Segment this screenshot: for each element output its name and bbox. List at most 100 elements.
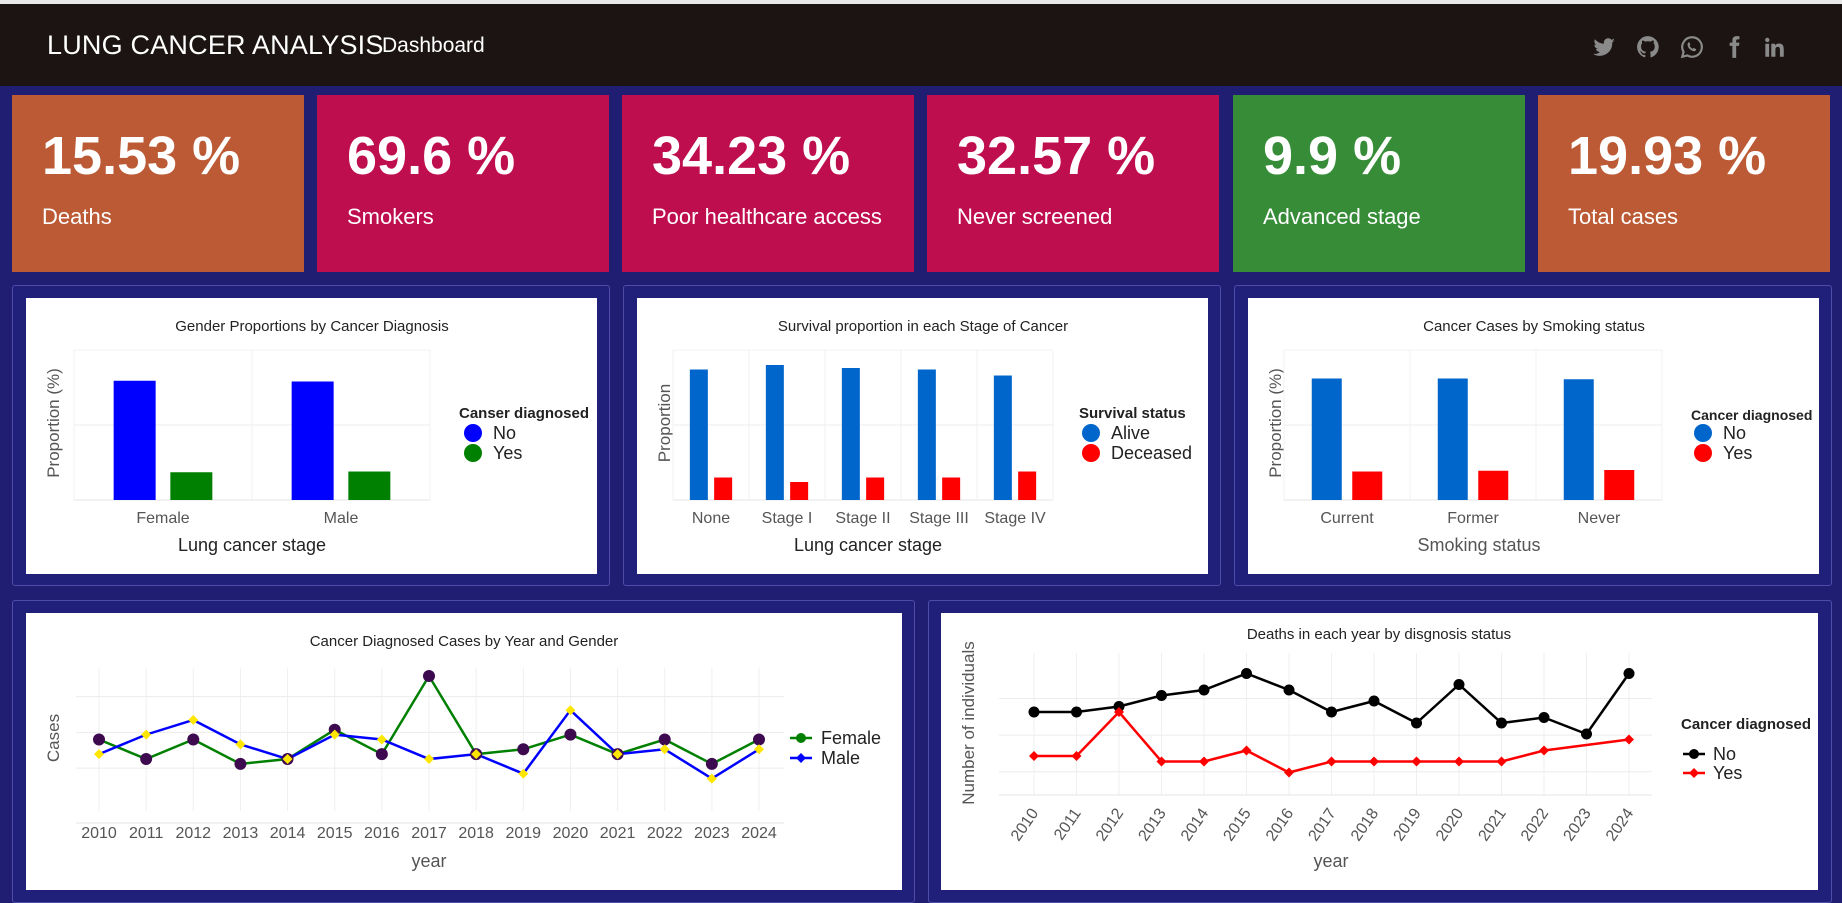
legend-title: Cancer diagnosed — [1691, 407, 1812, 423]
bar-no-male — [291, 381, 334, 500]
y-axis-label: Proportion (%) — [44, 368, 63, 478]
x-axis-label: Lung cancer stage — [178, 535, 326, 555]
kpi-card-poor-healthcare-access: 34.23 % Poor healthcare access — [622, 95, 914, 272]
data-point-female — [423, 670, 435, 682]
kpi-value: 34.23 % — [652, 126, 851, 186]
data-point-no — [1453, 679, 1465, 690]
bar-alive-stage-ii — [841, 368, 860, 500]
data-point-no — [1071, 706, 1082, 718]
chart-gender-proportions: Gender Proportions by Cancer Diagnosis P… — [26, 298, 597, 574]
x-tick-label: 2011 — [1051, 805, 1085, 843]
data-point-no — [1156, 690, 1167, 701]
data-point-male — [329, 729, 340, 740]
chart-title: Cancer Cases by Smoking status — [1423, 318, 1645, 335]
x-tick-label: Stage III — [909, 510, 969, 527]
data-point-yes — [1326, 756, 1337, 767]
x-axis-label: year — [1313, 851, 1348, 871]
bar-alive-none — [689, 369, 708, 500]
data-point-no — [1581, 728, 1592, 740]
kpi-label: Advanced stage — [1263, 204, 1421, 229]
kpi-label: Never screened — [957, 204, 1113, 229]
linkedin-icon[interactable] — [1758, 31, 1790, 63]
x-tick-label: None — [692, 510, 730, 527]
bar-no-never — [1563, 379, 1594, 500]
bar-yes-former — [1478, 470, 1509, 500]
legend-swatch-yes — [464, 444, 482, 462]
y-axis-label: Cases — [44, 714, 63, 762]
data-point-male — [754, 744, 764, 755]
x-tick-label: 2016 — [1263, 805, 1297, 844]
kpi-card-total-cases: 19.93 % Total cases — [1538, 95, 1830, 272]
bar-yes-male — [348, 471, 391, 500]
x-tick-label: Male — [324, 510, 359, 527]
x-tick-label: 2020 — [553, 825, 589, 842]
legend-label-no: No — [1713, 744, 1736, 764]
legend-label-yes: Yes — [1723, 443, 1752, 463]
data-point-no — [1028, 706, 1040, 718]
kpi-card-advanced-stage: 9.9 % Advanced stage — [1233, 95, 1525, 272]
chart-cases-by-year-gender: Cancer Diagnosed Cases by Year and Gende… — [26, 613, 902, 890]
data-point-yes — [1156, 756, 1167, 767]
x-tick-label: 2023 — [1560, 805, 1594, 844]
chart-deaths-by-year: Deaths in each year by disgnosis status … — [941, 613, 1818, 890]
legend-title: Survival status — [1079, 405, 1186, 422]
legend-marker-no — [1689, 749, 1699, 759]
bar-alive-stage-iii — [917, 369, 936, 500]
data-point-no — [1538, 712, 1550, 723]
chart-title: Gender Proportions by Cancer Diagnosis — [175, 318, 448, 335]
x-tick-label: 2022 — [647, 825, 683, 842]
chart-title: Cancer Diagnosed Cases by Year and Gende… — [310, 633, 619, 650]
data-point-no — [1113, 701, 1125, 712]
x-tick-label: 2020 — [1433, 805, 1467, 844]
data-point-male — [376, 734, 387, 745]
kpi-value: 19.93 % — [1568, 126, 1767, 186]
data-point-yes — [1199, 756, 1209, 767]
legend-label-no: No — [493, 423, 516, 443]
x-tick-label: 2015 — [1220, 805, 1254, 844]
data-point-yes — [1496, 756, 1507, 767]
kpi-label: Total cases — [1568, 204, 1679, 229]
x-tick-label: 2017 — [411, 825, 447, 842]
data-point-no — [1198, 684, 1210, 696]
legend-swatch-no — [1694, 424, 1712, 442]
data-point-female — [753, 733, 765, 746]
legend-marker-yes — [1689, 768, 1699, 778]
x-tick-label: 2014 — [270, 825, 306, 842]
data-point-no — [1411, 717, 1422, 729]
data-point-yes — [1029, 751, 1039, 761]
data-point-female — [517, 743, 530, 756]
data-point-yes — [1454, 756, 1464, 767]
facebook-icon[interactable] — [1718, 31, 1750, 63]
series-line-yes — [1034, 710, 1630, 774]
x-tick-label: 2022 — [1518, 805, 1552, 844]
data-point-male — [518, 768, 529, 779]
bar-alive-stage-i — [765, 365, 784, 500]
legend-label-yes: Yes — [1713, 763, 1742, 783]
x-tick-label: 2019 — [505, 825, 541, 842]
nav-dashboard-link[interactable]: Dashboard — [382, 34, 485, 57]
data-point-female — [658, 733, 671, 746]
kpi-card-deaths: 15.53 % Deaths — [12, 95, 304, 272]
x-tick-label: 2010 — [1008, 805, 1042, 844]
data-point-yes — [1241, 745, 1252, 756]
chart-smoking-status: Cancer Cases by Smoking status Proportio… — [1248, 298, 1819, 574]
data-point-female — [375, 748, 388, 761]
app-title[interactable]: LUNG CANCER ANALYSIS — [47, 30, 384, 60]
kpi-value: 15.53 % — [42, 126, 241, 186]
bar-yes-current — [1352, 471, 1383, 500]
bar-yes-female — [170, 472, 213, 500]
x-tick-label: 2014 — [1178, 805, 1212, 844]
whatsapp-icon[interactable] — [1676, 31, 1708, 63]
x-tick-label: 2012 — [175, 825, 211, 842]
legend-marker-male — [796, 753, 806, 763]
github-icon[interactable] — [1632, 31, 1664, 63]
data-point-male — [94, 749, 104, 760]
data-point-male — [612, 749, 623, 760]
x-tick-label: 2017 — [1305, 805, 1339, 844]
kpi-value: 32.57 % — [957, 126, 1156, 186]
data-point-yes — [1284, 767, 1294, 778]
twitter-icon[interactable] — [1588, 31, 1620, 63]
data-point-no — [1326, 706, 1337, 718]
y-axis-label: Proportion (%) — [1266, 368, 1285, 478]
x-axis-label: Lung cancer stage — [794, 535, 942, 555]
